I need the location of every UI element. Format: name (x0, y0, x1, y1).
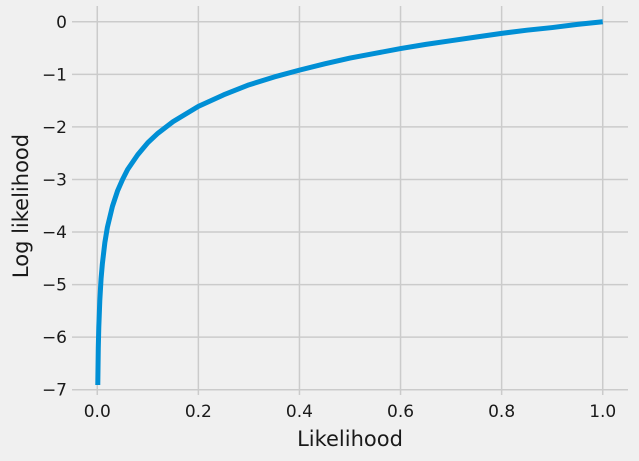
x-tick-labels: 0.0 0.2 0.4 0.6 0.8 1.0 (84, 402, 617, 422)
x-tick-label: 0.4 (286, 402, 313, 422)
x-tick-label: 1.0 (589, 402, 616, 422)
y-tick-label: −4 (42, 223, 67, 243)
series-line (95, 19, 603, 386)
y-tick-label: 0 (56, 13, 67, 33)
y-tick-label: −3 (42, 170, 67, 190)
series-group (95, 19, 603, 386)
x-axis-label: Likelihood (297, 427, 403, 451)
x-tick-label: 0.0 (84, 402, 111, 422)
y-tick-label: −5 (42, 276, 67, 296)
x-tick-label: 0.2 (185, 402, 212, 422)
y-tick-label: −1 (42, 65, 67, 85)
y-tick-label: −7 (42, 381, 67, 401)
y-tick-label: −6 (42, 328, 67, 348)
y-axis-label: Log likelihood (9, 134, 33, 278)
x-tick-label: 0.8 (488, 402, 515, 422)
x-tick-label: 0.6 (387, 402, 414, 422)
y-tick-label: −2 (42, 118, 67, 138)
y-tick-labels: 0 −1 −2 −3 −4 −5 −6 −7 (42, 13, 67, 401)
grid-lines (72, 6, 628, 395)
